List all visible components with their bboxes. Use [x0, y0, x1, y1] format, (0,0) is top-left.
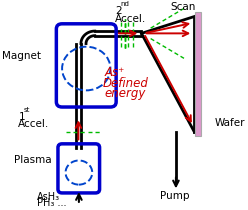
Text: Magnet: Magnet [2, 51, 41, 61]
Text: PH₃ ...: PH₃ ... [37, 198, 66, 208]
Text: 2: 2 [115, 6, 122, 16]
Text: energy: energy [105, 87, 146, 100]
Text: 1: 1 [18, 112, 25, 122]
Text: Pump: Pump [160, 192, 189, 201]
Text: nd: nd [121, 1, 130, 7]
Text: Accel.: Accel. [18, 119, 50, 129]
Text: AsH₃: AsH₃ [37, 192, 60, 202]
Text: Defined: Defined [102, 77, 148, 90]
Text: st: st [24, 107, 31, 113]
Text: As⁺: As⁺ [105, 66, 125, 79]
Text: Plasma: Plasma [14, 155, 51, 165]
Bar [195, 12, 201, 136]
Text: Accel.: Accel. [115, 14, 146, 24]
Text: Scan: Scan [170, 2, 195, 12]
Text: Wafer: Wafer [215, 118, 246, 128]
